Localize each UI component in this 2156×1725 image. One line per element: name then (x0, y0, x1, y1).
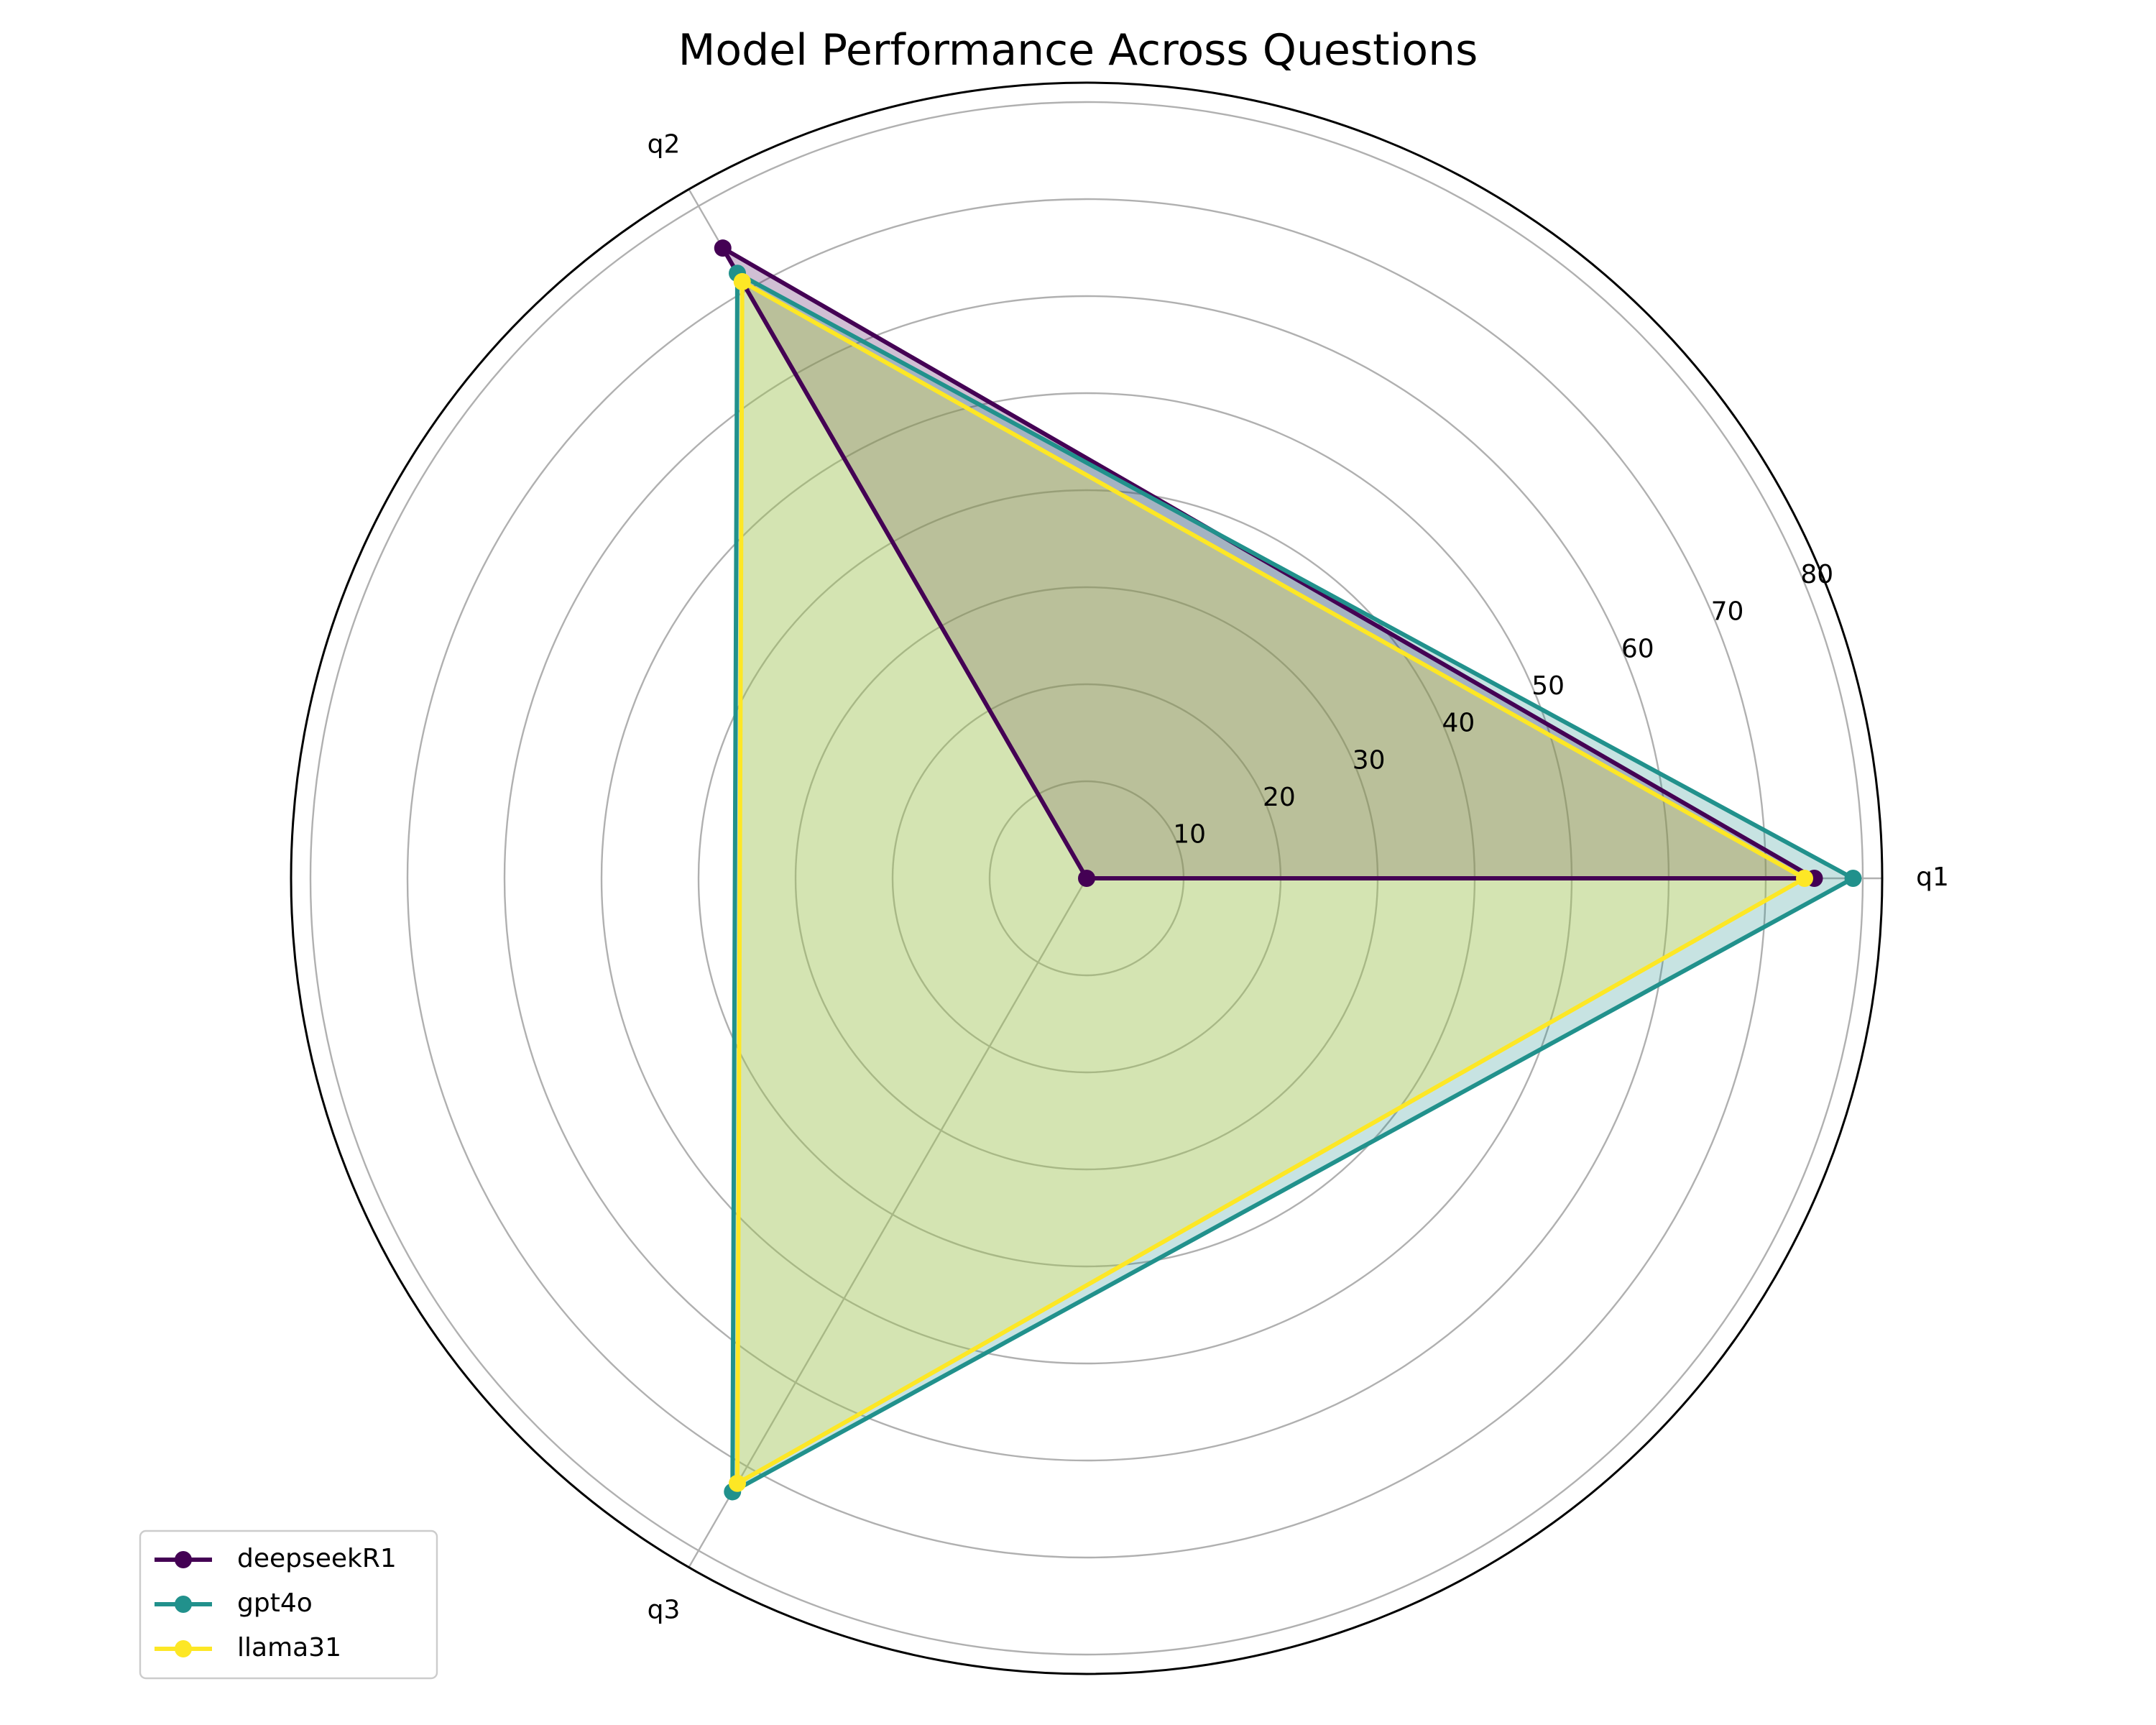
category-label-q1: q1 (1916, 862, 1949, 892)
legend-box (139, 1530, 438, 1680)
radial-tick-label: 70 (1711, 597, 1744, 627)
legend-marker-gpt4o (175, 1596, 192, 1613)
radial-tick-label: 30 (1353, 745, 1386, 775)
polar-frame (290, 81, 1884, 1675)
data-point-llama31-q3 (729, 1474, 746, 1492)
legend: deepseekR1 gpt4o llama31 (139, 1530, 438, 1680)
legend-marker-llama31 (175, 1640, 192, 1657)
series-lines (714, 239, 1862, 1501)
data-point-deepseekR1-q2 (714, 239, 732, 257)
series-fills (722, 248, 1853, 1492)
category-label-q3: q3 (648, 1595, 681, 1624)
radial-tick-label: 20 (1263, 783, 1296, 812)
series-fill-llama31 (737, 281, 1805, 1484)
data-point-llama31-q1 (1796, 870, 1813, 887)
series-fill-gpt4o (732, 273, 1853, 1492)
legend-marker-deepseekR1 (175, 1551, 192, 1568)
radial-tick-label: 60 (1621, 634, 1654, 663)
radial-tick-label: 50 (1531, 671, 1565, 701)
legend-label-deepseekR1: deepseekR1 (237, 1544, 397, 1573)
radial-tick-label: 10 (1173, 820, 1206, 850)
series-line-gpt4o (730, 270, 1858, 1496)
chart-title: Model Performance Across Questions (678, 25, 1478, 75)
radial-tick-label: 80 (1800, 560, 1833, 589)
spoke-q3 (688, 878, 1088, 1568)
legend-label-gpt4o: gpt4o (237, 1588, 313, 1618)
category-label-q2: q2 (648, 130, 681, 160)
data-point-llama31-q2 (733, 272, 751, 290)
legend-label-llama31: llama31 (237, 1633, 341, 1662)
series-line-llama31 (734, 277, 1810, 1487)
radial-tick-label: 40 (1442, 709, 1475, 738)
data-point-gpt4o-q1 (1844, 870, 1862, 887)
axis-labels: 10 20 30 40 50 60 70 80 q1 q2 q3 (648, 130, 1949, 1625)
data-point-deepseekR1-q3 (1078, 870, 1095, 887)
